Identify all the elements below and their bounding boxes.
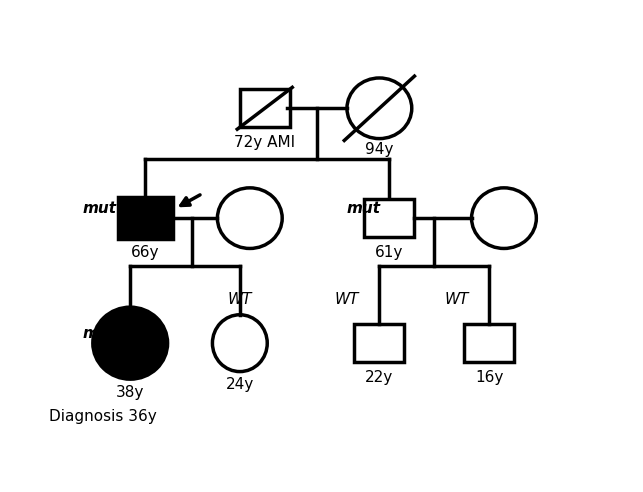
Bar [240, 90, 290, 127]
Bar [354, 324, 404, 362]
Text: WT: WT [444, 292, 469, 307]
Text: 24y: 24y [226, 377, 254, 392]
Ellipse shape [471, 188, 536, 248]
Text: 72y AMI: 72y AMI [234, 135, 295, 150]
Text: 38y: 38y [116, 385, 145, 400]
Text: 16y: 16y [475, 369, 503, 385]
Text: 61y: 61y [375, 245, 404, 260]
Text: mut: mut [83, 201, 117, 216]
Text: mut: mut [347, 201, 381, 216]
Text: Diagnosis 36y: Diagnosis 36y [49, 409, 157, 425]
Ellipse shape [212, 315, 267, 371]
Text: 94y: 94y [365, 142, 394, 157]
Bar [464, 324, 514, 362]
Text: WT: WT [228, 292, 252, 307]
Ellipse shape [93, 307, 168, 379]
Text: 22y: 22y [365, 369, 394, 385]
Ellipse shape [347, 78, 412, 139]
Text: 66y: 66y [131, 245, 159, 260]
Bar [365, 199, 414, 237]
Bar [118, 197, 172, 239]
Text: WT: WT [335, 292, 359, 307]
Text: mut: mut [83, 326, 117, 341]
Ellipse shape [217, 188, 282, 248]
